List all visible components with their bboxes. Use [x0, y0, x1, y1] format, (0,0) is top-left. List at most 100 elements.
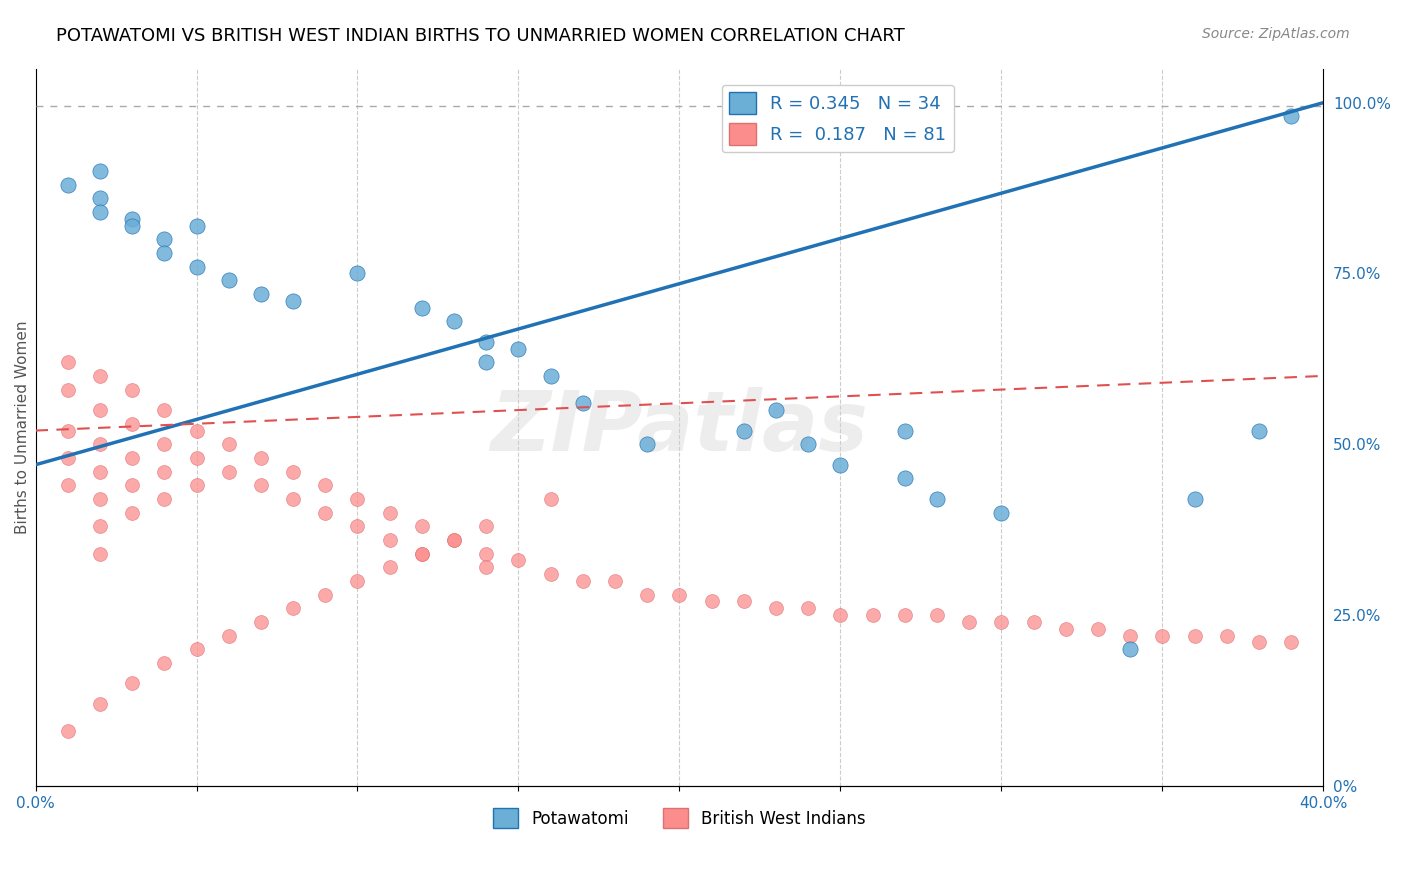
Point [56, 355, 79, 369]
Point [925, 491, 948, 506]
Point [894, 607, 917, 622]
Point [1184, 491, 1206, 506]
Point [765, 403, 787, 417]
Point [121, 506, 143, 520]
Point [250, 450, 273, 465]
Point [1054, 622, 1077, 636]
Point [1022, 615, 1045, 629]
Point [797, 437, 820, 451]
Point [121, 450, 143, 465]
Point [475, 547, 498, 561]
Point [186, 260, 208, 274]
Point [540, 567, 562, 582]
Point [186, 424, 208, 438]
Point [346, 491, 368, 506]
Text: Source: ZipAtlas.com: Source: ZipAtlas.com [1202, 27, 1350, 41]
Point [314, 478, 336, 492]
Point [56, 450, 79, 465]
Point [1184, 628, 1206, 642]
Point [218, 628, 240, 642]
Point [153, 437, 176, 451]
Point [378, 533, 401, 547]
Point [475, 519, 498, 533]
Point [475, 355, 498, 369]
Point [797, 601, 820, 615]
Point [89, 547, 111, 561]
Point [765, 601, 787, 615]
Point [443, 533, 465, 547]
Point [346, 519, 368, 533]
Point [894, 471, 917, 485]
Point [1247, 635, 1270, 649]
Point [1087, 622, 1109, 636]
Point [89, 205, 111, 219]
Point [733, 594, 755, 608]
Point [56, 424, 79, 438]
Legend: Potawatomi, British West Indians: Potawatomi, British West Indians [486, 801, 872, 835]
Point [121, 211, 143, 226]
Point [56, 383, 79, 397]
Point [1279, 109, 1302, 123]
Point [153, 465, 176, 479]
Point [186, 219, 208, 233]
Point [89, 164, 111, 178]
Point [830, 607, 852, 622]
Point [250, 615, 273, 629]
Point [508, 553, 530, 567]
Point [572, 396, 595, 410]
Point [121, 478, 143, 492]
Point [1247, 424, 1270, 438]
Point [89, 437, 111, 451]
Point [636, 437, 658, 451]
Point [314, 587, 336, 601]
Point [153, 403, 176, 417]
Point [443, 314, 465, 328]
Point [89, 519, 111, 533]
Point [378, 506, 401, 520]
Point [56, 178, 79, 192]
Point [89, 491, 111, 506]
Point [894, 424, 917, 438]
Point [89, 368, 111, 383]
Point [475, 334, 498, 349]
Point [89, 191, 111, 205]
Point [56, 724, 79, 739]
Point [411, 301, 433, 315]
Point [990, 615, 1012, 629]
Point [121, 383, 143, 397]
Point [540, 368, 562, 383]
Text: POTAWATOMI VS BRITISH WEST INDIAN BIRTHS TO UNMARRIED WOMEN CORRELATION CHART: POTAWATOMI VS BRITISH WEST INDIAN BIRTHS… [56, 27, 905, 45]
Point [1152, 628, 1174, 642]
Point [411, 519, 433, 533]
Point [89, 697, 111, 711]
Point [153, 232, 176, 246]
Point [1119, 628, 1142, 642]
Point [56, 478, 79, 492]
Point [1119, 642, 1142, 657]
Point [121, 676, 143, 690]
Point [925, 607, 948, 622]
Point [281, 465, 304, 479]
Point [346, 267, 368, 281]
Point [153, 491, 176, 506]
Point [668, 587, 690, 601]
Point [1215, 628, 1237, 642]
Point [700, 594, 723, 608]
Point [830, 458, 852, 472]
Point [281, 293, 304, 308]
Point [89, 403, 111, 417]
Point [378, 560, 401, 574]
Point [153, 656, 176, 670]
Point [121, 417, 143, 431]
Point [733, 424, 755, 438]
Point [540, 491, 562, 506]
Text: ZIPatlas: ZIPatlas [491, 386, 869, 467]
Point [572, 574, 595, 588]
Point [186, 450, 208, 465]
Point [508, 342, 530, 356]
Point [153, 246, 176, 260]
Point [250, 478, 273, 492]
Point [862, 607, 884, 622]
Point [281, 491, 304, 506]
Point [957, 615, 980, 629]
